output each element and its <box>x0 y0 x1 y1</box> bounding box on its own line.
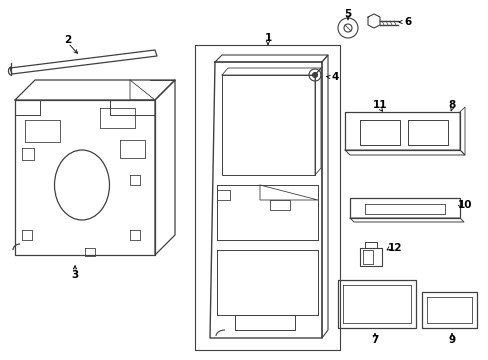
Text: 9: 9 <box>447 335 455 345</box>
Text: 7: 7 <box>370 335 378 345</box>
Text: 12: 12 <box>387 243 402 253</box>
Text: 3: 3 <box>71 270 79 280</box>
Text: 8: 8 <box>447 100 455 110</box>
Text: 4: 4 <box>331 72 338 82</box>
Circle shape <box>312 72 317 77</box>
Text: 11: 11 <box>372 100 386 110</box>
Text: 10: 10 <box>457 200 471 210</box>
Text: 2: 2 <box>64 35 71 45</box>
Text: 5: 5 <box>344 9 351 19</box>
Text: 6: 6 <box>404 17 411 27</box>
Text: 1: 1 <box>264 33 271 43</box>
